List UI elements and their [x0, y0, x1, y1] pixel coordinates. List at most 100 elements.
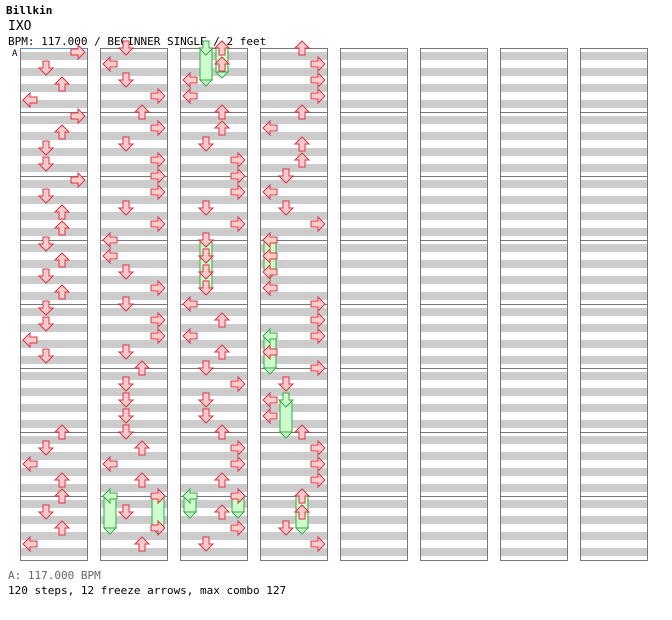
- beat-stripe: [420, 340, 488, 348]
- beat-stripe: [260, 420, 328, 428]
- measure: [20, 368, 88, 433]
- measure: [340, 496, 408, 561]
- beat-stripe: [260, 308, 328, 316]
- measure-border: [420, 496, 488, 561]
- freeze-tail: [294, 527, 310, 535]
- tap-arrow-icon: [293, 104, 311, 120]
- tap-arrow-icon: [310, 295, 326, 313]
- freeze-head: [197, 40, 215, 56]
- beat-stripe: [500, 260, 568, 268]
- tap-arrow-icon: [37, 236, 55, 252]
- beat-stripe: [20, 548, 88, 556]
- beat-stripe: [20, 516, 88, 524]
- measure: [260, 176, 328, 241]
- tap-arrow-icon: [230, 375, 246, 393]
- measure: [580, 432, 648, 497]
- beat-stripe: [500, 388, 568, 396]
- measure: [580, 304, 648, 369]
- beat-stripe: [180, 436, 248, 444]
- beat-stripe: [20, 148, 88, 156]
- beat-stripe: [100, 324, 168, 332]
- beat-stripe: [20, 116, 88, 124]
- measure: [420, 496, 488, 561]
- beat-stripe: [180, 100, 248, 108]
- beat-stripe: [420, 260, 488, 268]
- beat-stripe: [20, 196, 88, 204]
- beat-stripe: [580, 164, 648, 172]
- tap-arrow-icon: [37, 60, 55, 76]
- beat-stripe: [500, 372, 568, 380]
- beat-stripe: [500, 116, 568, 124]
- beat-stripe: [500, 84, 568, 92]
- beat-stripe: [580, 244, 648, 252]
- beat-stripe: [180, 484, 248, 492]
- tap-arrow-icon: [293, 136, 311, 152]
- tap-arrow-icon: [197, 536, 215, 552]
- beat-stripe: [180, 548, 248, 556]
- beat-stripe: [500, 52, 568, 60]
- beat-stripe: [340, 340, 408, 348]
- beat-stripe: [180, 356, 248, 364]
- beat-stripe: [340, 196, 408, 204]
- beat-stripe: [180, 420, 248, 428]
- tap-arrow-icon: [102, 247, 118, 265]
- tap-arrow-icon: [213, 424, 231, 440]
- beat-stripe: [100, 452, 168, 460]
- beat-stripe: [420, 436, 488, 444]
- tap-arrow-icon: [213, 504, 231, 520]
- beat-stripe: [580, 468, 648, 476]
- tap-arrow-icon: [262, 231, 278, 249]
- beat-stripe: [500, 228, 568, 236]
- beat-stripe: [580, 340, 648, 348]
- tap-arrow-icon: [262, 343, 278, 361]
- tap-arrow-icon: [213, 104, 231, 120]
- beat-stripe: [580, 180, 648, 188]
- beat-stripe: [180, 244, 248, 252]
- beat-stripe: [580, 484, 648, 492]
- beat-stripe: [340, 260, 408, 268]
- measure: [260, 496, 328, 561]
- tap-arrow-icon: [150, 327, 166, 345]
- tap-arrow-icon: [133, 440, 151, 456]
- beat-stripe: [20, 164, 88, 172]
- beat-stripe: [20, 356, 88, 364]
- beat-stripe: [20, 372, 88, 380]
- measure: [340, 240, 408, 305]
- beat-stripe: [500, 356, 568, 364]
- beat-stripe: [500, 276, 568, 284]
- beat-stripe: [420, 388, 488, 396]
- beat-stripe: [420, 68, 488, 76]
- beat-stripe: [180, 68, 248, 76]
- tap-arrow-icon: [310, 311, 326, 329]
- beat-stripe: [420, 228, 488, 236]
- measure: [580, 496, 648, 561]
- measure: [500, 112, 568, 177]
- tap-arrow-icon: [310, 455, 326, 473]
- tap-arrow-icon: [117, 72, 135, 88]
- tap-arrow-icon: [213, 472, 231, 488]
- tap-arrow-icon: [310, 535, 326, 553]
- beat-stripe: [500, 324, 568, 332]
- beat-stripe: [340, 324, 408, 332]
- tap-arrow-icon: [117, 296, 135, 312]
- measure: [180, 368, 248, 433]
- tap-arrow-icon: [277, 376, 295, 392]
- beat-stripe: [20, 68, 88, 76]
- measure: [580, 112, 648, 177]
- beat-stripe: [20, 292, 88, 300]
- beat-stripe: [180, 388, 248, 396]
- tap-arrow-icon: [133, 472, 151, 488]
- tap-arrow-icon: [213, 56, 231, 72]
- beat-stripe: [100, 404, 168, 412]
- beat-stripe: [500, 420, 568, 428]
- beat-stripe: [180, 340, 248, 348]
- beat-stripe: [260, 260, 328, 268]
- beat-stripe: [500, 308, 568, 316]
- measure: [100, 368, 168, 433]
- measure: [580, 368, 648, 433]
- measure: [340, 432, 408, 497]
- beat-stripe: [500, 516, 568, 524]
- tap-arrow-icon: [213, 344, 231, 360]
- beat-stripe: [180, 404, 248, 412]
- freeze-head: [102, 487, 118, 505]
